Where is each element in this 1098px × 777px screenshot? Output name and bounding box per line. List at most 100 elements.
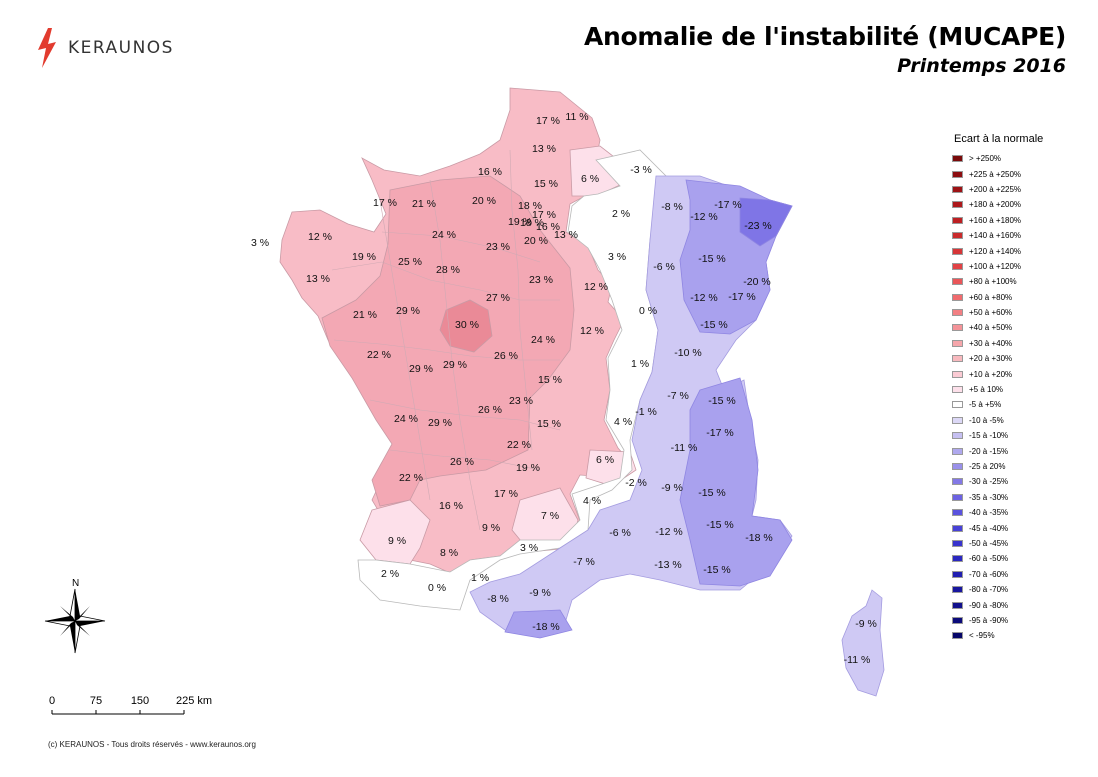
legend-item: +140 à +160% bbox=[952, 228, 1043, 243]
legend-swatch bbox=[952, 616, 963, 624]
department-anomaly-label: -7 % bbox=[573, 556, 595, 568]
legend-item: +160 à +180% bbox=[952, 213, 1043, 228]
department-anomaly-label: 3 % bbox=[608, 251, 626, 263]
legend-item: -45 à -40% bbox=[952, 520, 1043, 535]
department-anomaly-label: -8 % bbox=[661, 201, 683, 213]
department-anomaly-label: 23 % bbox=[509, 395, 533, 407]
department-anomaly-label: -15 % bbox=[708, 395, 735, 407]
copyright-footer: (c) KERAUNOS - Tous droits réservés - ww… bbox=[48, 740, 256, 749]
department-anomaly-label: 9 % bbox=[482, 522, 500, 534]
department-anomaly-label: 15 % bbox=[534, 178, 558, 190]
department-anomaly-label: -10 % bbox=[674, 347, 701, 359]
department-anomaly-label: 19 % bbox=[508, 216, 532, 228]
legend-item: +225 à +250% bbox=[952, 166, 1043, 181]
legend-swatch bbox=[952, 355, 963, 363]
department-borders bbox=[331, 149, 561, 531]
department-anomaly-label: 22 % bbox=[507, 439, 531, 451]
department-anomaly-label: 15 % bbox=[537, 418, 561, 430]
department-anomaly-label: 3 % bbox=[251, 237, 269, 249]
department-anomaly-label: -15 % bbox=[703, 564, 730, 576]
legend-swatch bbox=[952, 278, 963, 286]
legend-label: +5 à 10% bbox=[969, 385, 1004, 395]
department-anomaly-label: -9 % bbox=[855, 618, 877, 630]
legend-label: -5 à +5% bbox=[969, 400, 1002, 410]
department-anomaly-label: 27 % bbox=[486, 292, 510, 304]
department-anomaly-label: -1 % bbox=[635, 406, 657, 418]
brand-name: KERAUNOS bbox=[68, 38, 174, 58]
legend-item: +30 à +40% bbox=[952, 336, 1043, 351]
department-anomaly-label: -17 % bbox=[706, 427, 733, 439]
legend-item: +10 à +20% bbox=[952, 366, 1043, 381]
legend-label: -20 à -15% bbox=[969, 446, 1009, 456]
legend-label: -45 à -40% bbox=[969, 523, 1009, 533]
legend-label: +30 à +40% bbox=[969, 338, 1013, 348]
legend-label: < -95% bbox=[969, 631, 995, 641]
legend-label: +200 à +225% bbox=[969, 184, 1022, 194]
region-strongest-negative-ne bbox=[739, 197, 793, 247]
department-anomaly-label: 17 % bbox=[536, 115, 560, 127]
legend-item: +200 à +225% bbox=[952, 182, 1043, 197]
department-anomaly-label: 22 % bbox=[399, 472, 423, 484]
department-anomaly-label: 23 % bbox=[486, 241, 510, 253]
department-anomaly-label: 16 % bbox=[536, 221, 560, 233]
legend-item: +100 à +120% bbox=[952, 259, 1043, 274]
department-anomaly-label: -7 % bbox=[667, 390, 689, 402]
department-anomaly-label: 19 % bbox=[516, 462, 540, 474]
scale-tick-75: 75 bbox=[90, 695, 102, 707]
department-anomaly-label: -9 % bbox=[529, 587, 551, 599]
legend-item: +80 à +100% bbox=[952, 274, 1043, 289]
department-anomaly-label: 16 % bbox=[478, 166, 502, 178]
legend-label: -30 à -25% bbox=[969, 477, 1009, 487]
legend-swatch bbox=[952, 309, 963, 317]
department-anomaly-label: 26 % bbox=[450, 456, 474, 468]
department-anomaly-label: 0 % bbox=[428, 582, 446, 594]
legend: Ecart à la normale > +250% +225 à +250% +2… bbox=[952, 133, 1043, 644]
department-anomaly-label: 7 % bbox=[541, 510, 559, 522]
department-anomaly-label: 13 % bbox=[306, 273, 330, 285]
legend-item: -35 à -30% bbox=[952, 490, 1043, 505]
department-anomaly-label: 4 % bbox=[614, 416, 632, 428]
legend-label: -35 à -30% bbox=[969, 492, 1009, 502]
department-anomaly-label: 2 % bbox=[381, 568, 399, 580]
legend-item: -5 à +5% bbox=[952, 397, 1043, 412]
department-anomaly-label: -9 % bbox=[661, 482, 683, 494]
legend-swatch bbox=[952, 232, 963, 240]
region-strong-negative-alps bbox=[679, 377, 793, 587]
corsica bbox=[841, 589, 885, 697]
legend-label: +40 à +50% bbox=[969, 323, 1013, 333]
department-anomaly-label: -17 % bbox=[728, 291, 755, 303]
legend-item: +120 à +140% bbox=[952, 243, 1043, 258]
legend-item: -95 à -90% bbox=[952, 613, 1043, 628]
department-anomaly-label: 12 % bbox=[308, 231, 332, 243]
department-anomaly-label: 26 % bbox=[494, 350, 518, 362]
legend-item: -80 à -70% bbox=[952, 582, 1043, 597]
department-anomaly-label: -13 % bbox=[654, 559, 681, 571]
legend-label: -10 à -5% bbox=[969, 415, 1004, 425]
legend-swatch bbox=[952, 524, 963, 532]
department-anomaly-label: -18 % bbox=[745, 532, 772, 544]
legend-swatch bbox=[952, 586, 963, 594]
legend-label: -15 à -10% bbox=[969, 431, 1009, 441]
legend-swatch bbox=[952, 339, 963, 347]
department-anomaly-label: -20 % bbox=[743, 276, 770, 288]
legend-swatch bbox=[952, 447, 963, 455]
legend-swatch bbox=[952, 555, 963, 563]
scale-tick-0: 0 bbox=[49, 695, 55, 707]
legend-swatch bbox=[952, 324, 963, 332]
department-anomaly-label: 17 % bbox=[532, 209, 556, 221]
legend-swatch bbox=[952, 463, 963, 470]
department-anomaly-label: -18 % bbox=[532, 621, 559, 633]
legend-swatch bbox=[952, 401, 963, 409]
department-anomaly-label: 20 % bbox=[472, 195, 496, 207]
legend-swatch bbox=[952, 632, 963, 640]
legend-item: -10 à -5% bbox=[952, 413, 1043, 428]
legend-label: +50 à +60% bbox=[969, 308, 1013, 318]
department-anomaly-label: 1 % bbox=[471, 572, 489, 584]
region-max-positive bbox=[439, 299, 493, 353]
legend-item: -70 à -60% bbox=[952, 567, 1043, 582]
department-anomaly-label: 19 % bbox=[352, 251, 376, 263]
department-anomaly-label: -12 % bbox=[690, 292, 717, 304]
legend-label: -90 à -80% bbox=[969, 600, 1009, 610]
department-anomaly-label: 24 % bbox=[394, 413, 418, 425]
legend-swatch bbox=[952, 201, 963, 209]
